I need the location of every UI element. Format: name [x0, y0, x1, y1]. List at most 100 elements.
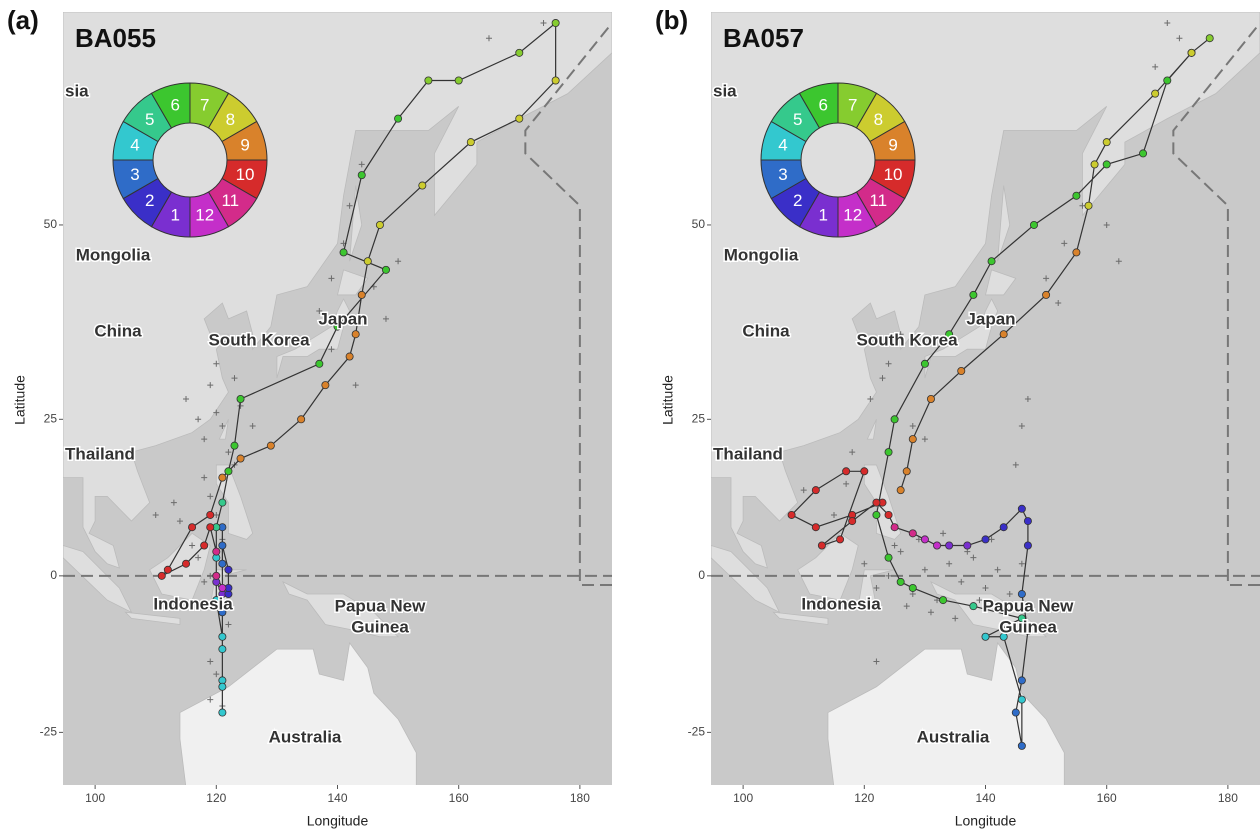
track-point: [158, 572, 165, 579]
place-label: China: [94, 321, 142, 340]
track-point: [340, 249, 347, 256]
track-point: [1164, 77, 1171, 84]
legend-label: 3: [130, 165, 139, 184]
y-tick-label: 50: [692, 217, 706, 231]
track-point: [552, 77, 559, 84]
track-point: [219, 683, 226, 690]
track-point: [1024, 517, 1031, 524]
legend-label: 6: [819, 95, 828, 114]
x-tick-label: 160: [1097, 791, 1117, 805]
track-point: [982, 536, 989, 543]
panel-label: (b): [655, 5, 688, 35]
legend-label: 7: [200, 95, 209, 114]
x-tick-label: 180: [1218, 791, 1238, 805]
legend-label: 11: [869, 191, 887, 210]
y-tick-label: 0: [50, 568, 57, 582]
legend-label: 1: [171, 206, 180, 225]
y-tick-label: 0: [698, 568, 705, 582]
track-point: [394, 115, 401, 122]
track-point: [207, 511, 214, 518]
place-label: Thailand: [713, 444, 783, 463]
place-label: Mongolia: [76, 245, 151, 264]
y-axis-title: Latitude: [12, 375, 28, 425]
place-label: Indonesia: [801, 594, 881, 613]
y-tick-label: -25: [688, 725, 706, 739]
track-point: [812, 524, 819, 531]
legend-label: 10: [236, 165, 255, 184]
track-point: [1073, 249, 1080, 256]
track-point: [1000, 331, 1007, 338]
y-tick-label: 50: [44, 217, 58, 231]
track-point: [219, 542, 226, 549]
track-point: [1018, 677, 1025, 684]
track-point: [1018, 696, 1025, 703]
track-point: [873, 511, 880, 518]
track-point: [1030, 221, 1037, 228]
track-point: [1206, 35, 1213, 42]
legend-label: 7: [848, 95, 857, 114]
track-point: [267, 442, 274, 449]
track-point: [552, 19, 559, 26]
track-point: [316, 360, 323, 367]
legend-label: 5: [145, 110, 154, 129]
legend-label: 12: [195, 206, 214, 225]
track-point: [219, 645, 226, 652]
place-label: Japan: [318, 309, 367, 328]
track-point: [1042, 291, 1049, 298]
place-label: South Korea: [856, 330, 958, 349]
legend-label: 2: [145, 191, 154, 210]
track-point: [843, 468, 850, 475]
track-point: [219, 474, 226, 481]
place-label: Australia: [269, 727, 342, 746]
legend-label: 4: [778, 136, 787, 155]
figure: sia Mongolia China South Korea Japan Thailand…: [0, 0, 1260, 833]
track-point: [885, 511, 892, 518]
track-point: [885, 449, 892, 456]
legend-label: 2: [793, 191, 802, 210]
track-point: [322, 382, 329, 389]
place-label: South Korea: [208, 330, 310, 349]
track-point: [1091, 161, 1098, 168]
legend-label: 11: [221, 191, 239, 210]
legend-label: 8: [874, 110, 883, 129]
track-point: [812, 487, 819, 494]
track-point: [891, 524, 898, 531]
track-point: [352, 331, 359, 338]
track-point: [225, 566, 232, 573]
x-tick-label: 160: [449, 791, 469, 805]
track-point: [1152, 90, 1159, 97]
track-point: [358, 172, 365, 179]
track-point: [237, 395, 244, 402]
place-label: Australia: [917, 727, 990, 746]
place-label: Mongolia: [724, 245, 799, 264]
track-point: [982, 633, 989, 640]
legend-label: 9: [888, 136, 897, 155]
track-point: [958, 367, 965, 374]
track-point: [885, 554, 892, 561]
legend-label: 6: [171, 95, 180, 114]
x-tick-label: 140: [327, 791, 347, 805]
track-point: [891, 416, 898, 423]
track-point: [425, 77, 432, 84]
x-tick-label: 120: [206, 791, 226, 805]
legend-label: 10: [884, 165, 903, 184]
track-point: [219, 560, 226, 567]
track-point: [207, 524, 214, 531]
y-axis-title: Latitude: [660, 375, 676, 425]
track-point: [836, 536, 843, 543]
track-point: [970, 291, 977, 298]
track-point: [1103, 139, 1110, 146]
legend-label: 8: [226, 110, 235, 129]
track-point: [358, 291, 365, 298]
track-point: [921, 360, 928, 367]
track-point: [964, 542, 971, 549]
track-point: [213, 572, 220, 579]
track-point: [164, 566, 171, 573]
x-axis-title: Longitude: [955, 813, 1017, 829]
place-label: sia: [65, 81, 89, 100]
place-label: Indonesia: [153, 594, 233, 613]
track-point: [909, 584, 916, 591]
track-point: [419, 182, 426, 189]
place-label: Papua New: [335, 596, 426, 615]
track-point: [376, 221, 383, 228]
